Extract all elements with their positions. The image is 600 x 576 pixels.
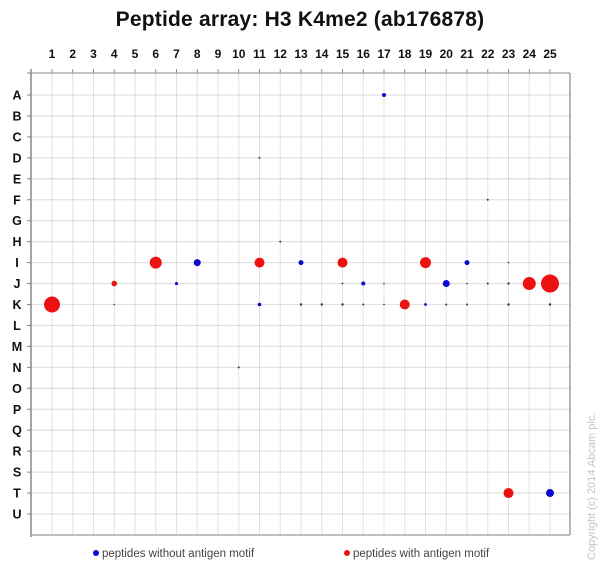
data-point [445,303,448,306]
data-point [522,277,536,291]
data-point [337,257,348,268]
data-point [298,260,304,266]
blue-dot-icon [93,550,99,556]
data-point [258,156,261,159]
data-point [464,260,470,266]
legend-item-with-motif: peptides with antigen motif [344,548,489,560]
data-point [466,303,468,306]
data-points [44,93,559,499]
x-tick-label: 7 [173,47,180,61]
x-tick-label: 15 [336,47,350,61]
legend-label-with-motif: peptides with antigen motif [353,548,490,560]
data-point [257,302,262,307]
x-tick-label: 21 [460,47,474,61]
data-point [383,282,385,285]
x-tick-label: 8 [194,47,201,61]
x-tick-label: 9 [215,47,222,61]
data-point [111,280,118,287]
y-tick-label: J [14,277,21,291]
copyright-notice: Copyright (c) 2014 Abcam plc. [586,412,598,560]
data-point [382,93,386,97]
data-point [548,303,552,306]
y-tick-label: I [15,256,18,270]
data-point [507,303,510,306]
y-tick-label: U [12,508,21,522]
data-point [541,274,559,293]
y-tick-label: T [13,487,21,501]
x-tick-label: 16 [357,47,371,61]
data-point [341,282,344,285]
y-tick-label: F [13,193,21,207]
plot-frame [27,69,571,537]
x-tick-label: 23 [502,47,516,61]
data-point [44,296,60,313]
data-point [507,261,510,264]
x-tick-label: 5 [132,47,139,61]
x-tick-label: 24 [523,47,537,61]
x-tick-label: 1 [49,47,56,61]
data-point [254,257,265,268]
y-tick-label: S [13,466,21,480]
data-point [320,303,323,306]
data-point [486,282,489,285]
x-tick-label: 12 [274,47,288,61]
x-tick-label: 22 [481,47,495,61]
y-tick-label: G [12,214,22,228]
y-tick-label: E [13,172,21,186]
y-tick-label: R [12,445,21,459]
legend-item-without-motif: peptides without antigen motif [93,548,254,560]
legend-label-without-motif: peptides without antigen motif [102,548,255,560]
data-point [361,281,366,286]
x-tick-label: 4 [111,47,118,61]
x-tick-label: 17 [377,47,391,61]
x-tick-label: 18 [398,47,412,61]
x-tick-label: 6 [152,47,159,61]
x-tick-label: 3 [90,47,97,61]
data-point [442,280,450,288]
data-point [299,303,303,306]
x-tick-label: 11 [253,47,266,61]
y-tick-label: Q [12,424,22,438]
x-tick-label: 10 [232,47,246,61]
x-tick-label: 13 [294,47,308,61]
data-point [341,303,344,306]
y-tick-label: M [12,340,22,354]
y-tick-label: B [12,109,21,123]
data-point [279,240,282,243]
data-point [399,299,410,310]
y-tick-label: N [12,361,21,375]
chart-title: Peptide array: H3 K4me2 (ab176878) [115,8,485,31]
data-point [503,488,514,499]
x-tick-label: 25 [543,47,557,61]
data-point [466,282,468,285]
data-point [193,259,201,267]
y-tick-label: P [13,403,21,417]
y-tick-label: C [12,130,21,144]
y-tick-label: K [12,298,21,312]
x-axis-labels: 1 2 3 4 5 6 7 8 9 10 11 12 13 14 15 16 17 18 19 20 21 22 23 24 2… [49,47,557,61]
red-dot-icon [344,550,350,556]
x-tick-label: 14 [315,47,329,61]
data-point [420,257,431,269]
y-tick-label: D [12,151,21,165]
x-tick-label: 19 [419,47,433,61]
data-point [424,303,427,306]
x-tick-label: 20 [440,47,454,61]
data-point [507,282,510,285]
data-point [486,198,489,201]
data-point [113,303,116,306]
data-point [149,256,162,269]
x-tick-label: 2 [69,47,76,61]
data-point [362,303,365,306]
y-tick-label: O [12,382,22,396]
y-tick-label: H [12,235,21,249]
data-point [383,303,385,306]
y-tick-label: L [13,319,21,333]
y-tick-label: A [12,89,21,103]
data-point [174,281,179,286]
data-point [546,489,554,498]
data-point [237,366,240,369]
